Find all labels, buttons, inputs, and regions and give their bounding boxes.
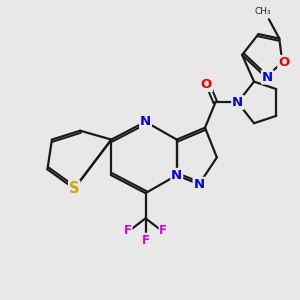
Text: F: F: [159, 224, 167, 237]
Text: N: N: [232, 96, 243, 109]
Text: N: N: [262, 71, 273, 84]
Text: N: N: [171, 169, 182, 182]
Text: S: S: [69, 181, 80, 196]
Text: N: N: [194, 178, 205, 191]
Text: F: F: [142, 234, 149, 247]
Text: O: O: [201, 78, 212, 91]
Text: CH₃: CH₃: [255, 7, 271, 16]
Text: F: F: [124, 224, 132, 237]
Text: N: N: [140, 115, 151, 128]
Text: O: O: [278, 56, 290, 69]
